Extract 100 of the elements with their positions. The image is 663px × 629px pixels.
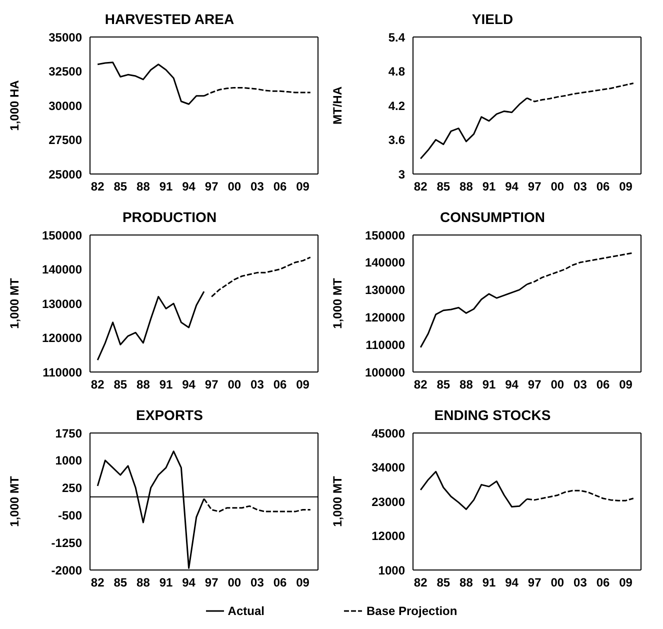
y-tick-label: 35000 (48, 30, 82, 44)
x-tick-label: 97 (528, 180, 542, 194)
y-tick-label: 25000 (48, 167, 82, 182)
x-tick-label: 00 (550, 180, 564, 194)
x-tick-label: 91 (159, 378, 173, 392)
x-tick-label: 94 (182, 576, 196, 590)
y-tick-label: 150000 (364, 228, 406, 242)
y-tick-label: 140000 (42, 262, 82, 277)
x-tick-label: 82 (414, 180, 428, 194)
y-tick-label: -500 (58, 508, 82, 522)
x-tick-label: 97 (204, 180, 219, 194)
chart-title: YIELD (470, 10, 514, 29)
x-tick-label: 88 (460, 378, 474, 392)
y-tick-label: 1000 (55, 454, 82, 468)
x-tick-label: 09 (296, 576, 310, 590)
y-axis-title: MT/HA (330, 86, 344, 124)
x-tick-label: 94 (182, 378, 196, 392)
x-tick-label: 03 (250, 378, 264, 392)
y-axis-title: 1,000 HA (7, 80, 22, 131)
y-tick-label: 150000 (42, 228, 82, 242)
y-tick-label: 110000 (42, 365, 82, 380)
chart-title: PRODUCTION (121, 208, 218, 227)
x-tick-label: 06 (596, 576, 610, 590)
x-tick-label: 94 (505, 180, 519, 194)
legend-label: Actual (226, 604, 264, 618)
y-tick-label: 3 (398, 167, 406, 182)
y-tick-label: 30000 (48, 98, 82, 113)
x-tick-label: 85 (436, 576, 450, 590)
y-tick-label: 1750 (55, 426, 82, 440)
x-tick-label: 09 (296, 378, 310, 392)
y-axis-title: 1,000 MT (330, 277, 344, 329)
x-tick-label: 82 (414, 378, 428, 392)
x-tick-label: 88 (460, 576, 474, 590)
y-tick-label: 23000 (372, 494, 406, 509)
chart-title: EXPORTS (135, 406, 204, 425)
x-tick-label: 06 (273, 378, 287, 392)
x-tick-label: 82 (90, 180, 105, 194)
x-tick-label: 97 (528, 378, 542, 392)
x-tick-label: 94 (182, 180, 196, 194)
x-tick-label: 97 (204, 378, 219, 392)
y-tick-label: 4.8 (388, 64, 406, 79)
y-tick-label: 45000 (372, 426, 406, 440)
x-tick-label: 06 (596, 180, 610, 194)
x-tick-label: 00 (228, 180, 242, 194)
x-tick-label: 03 (250, 180, 264, 194)
y-tick-label: 100000 (364, 365, 406, 380)
y-tick-label: 32500 (48, 64, 82, 79)
y-tick-label: -2000 (51, 563, 82, 578)
x-tick-label: 97 (528, 576, 542, 590)
y-tick-label: 4.2 (388, 98, 406, 113)
line-series (96, 290, 205, 361)
y-tick-label: 5.4 (388, 30, 406, 44)
x-tick-label: 94 (505, 378, 519, 392)
y-tick-label: 120000 (364, 310, 406, 324)
x-tick-label: 03 (574, 378, 588, 392)
x-tick-label: 06 (596, 378, 610, 392)
y-tick-label: 27500 (48, 133, 82, 148)
x-tick-label: 00 (550, 378, 564, 392)
y-tick-label: 140000 (364, 256, 406, 270)
x-tick-label: 91 (482, 180, 496, 194)
legend-label: Base Projection (365, 604, 458, 618)
x-tick-label: 82 (414, 576, 428, 590)
x-tick-label: 82 (90, 378, 105, 392)
y-tick-label: 130000 (42, 296, 82, 311)
x-tick-label: 06 (273, 576, 287, 590)
x-tick-label: 03 (250, 576, 264, 590)
line-series (210, 256, 312, 298)
x-tick-label: 09 (619, 576, 633, 590)
x-tick-label: 00 (550, 576, 564, 590)
x-tick-label: 09 (296, 180, 310, 194)
y-axis-title: 1,000 MT (7, 475, 22, 527)
y-tick-label: 34000 (372, 460, 406, 475)
x-tick-label: 97 (204, 576, 219, 590)
x-tick-label: 88 (136, 576, 150, 590)
x-tick-label: 85 (114, 378, 128, 392)
chart-title: HARVESTED AREA (104, 10, 236, 29)
x-tick-label: 88 (136, 180, 150, 194)
x-tick-label: 85 (436, 180, 450, 194)
y-axis-title: 1,000 MT (330, 475, 344, 527)
x-tick-label: 06 (273, 180, 287, 194)
x-tick-label: 91 (482, 378, 496, 392)
x-tick-label: 00 (228, 576, 242, 590)
x-tick-label: 85 (114, 180, 128, 194)
x-tick-label: 85 (114, 576, 128, 590)
x-tick-label: 91 (159, 576, 173, 590)
x-tick-label: 91 (482, 576, 496, 590)
x-tick-label: 03 (574, 576, 588, 590)
x-tick-label: 09 (619, 378, 633, 392)
y-tick-label: 3.6 (388, 133, 406, 148)
x-tick-label: 09 (619, 180, 633, 194)
x-tick-label: 88 (460, 180, 474, 194)
y-tick-label: 12000 (372, 529, 406, 544)
x-tick-label: 94 (505, 576, 519, 590)
y-tick-label: -1250 (51, 536, 82, 550)
x-tick-label: 85 (436, 378, 450, 392)
y-tick-label: 130000 (364, 283, 406, 298)
x-tick-label: 00 (228, 378, 242, 392)
y-axis-title: 1,000 MT (7, 277, 22, 329)
x-tick-label: 88 (136, 378, 150, 392)
y-tick-label: 1000 (378, 563, 406, 578)
